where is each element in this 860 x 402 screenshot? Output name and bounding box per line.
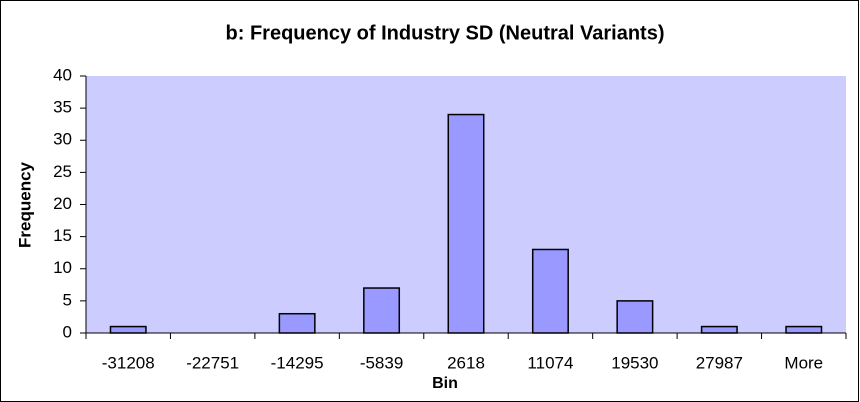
bar [363,287,401,334]
chart-title: b: Frequency of Industry SD (Neutral Var… [226,22,665,44]
bar [616,300,654,334]
y-tick-label: 35 [53,98,72,117]
bar [700,325,738,334]
bar [278,312,316,334]
x-tick-label: 2618 [447,353,485,372]
x-tick-label: -14295 [271,353,324,372]
y-tick-label: 20 [53,194,72,213]
bar [785,325,823,334]
y-tick-label: 0 [63,322,72,341]
y-tick-label: 10 [53,258,72,277]
y-tick-label: 30 [53,130,72,149]
x-tick-label: 19530 [611,353,658,372]
y-tick-label: 25 [53,162,72,181]
x-tick-label: More [784,353,823,372]
x-tick-label: -22751 [186,353,239,372]
y-tick-label: 40 [53,65,72,84]
x-tick-label: -5839 [360,353,403,372]
bar [109,325,147,334]
x-axis-label: Bin [432,375,458,392]
x-tick-label: 11074 [527,353,573,372]
y-tick-label: 5 [63,290,72,309]
y-tick-label: 15 [53,226,72,245]
bar [447,113,485,334]
y-axis-label: Frequency [15,161,34,248]
bar [531,248,569,334]
x-tick-label: -31208 [102,353,155,372]
x-tick-label: 27987 [696,353,743,372]
